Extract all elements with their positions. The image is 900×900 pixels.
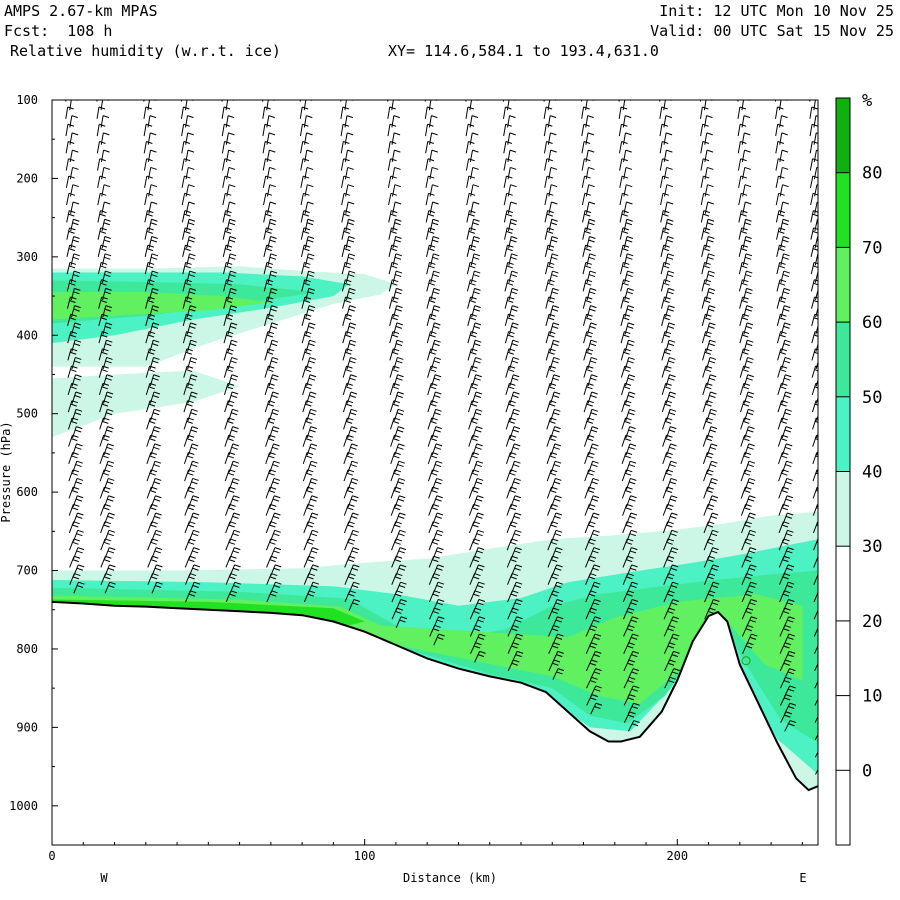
wind-barb-column-8 [387,100,408,628]
location-marker [741,656,751,666]
colorbar-label-10: 10 [862,687,882,707]
y-tick-label-500: 500 [16,407,38,421]
wind-barb-column-4 [221,100,241,603]
rh-region-1 [52,370,240,438]
colorbar: 0 10 20 30 40 50 60 70 80% [835,91,882,846]
y-tick-label-800: 800 [16,642,38,656]
wind-barbs [65,100,818,775]
y-tick-label-200: 200 [16,171,38,185]
colorbar-label-80: 80 [862,164,882,184]
colorbar-label-20: 20 [862,612,882,632]
y-tick-label-600: 600 [16,485,38,499]
wind-barb-column-3 [180,100,201,603]
y-axis-label: Pressure (hPa) [0,421,13,522]
colorbar-segment-4 [836,471,850,547]
init-time: Init: 12 UTC Mon 10 Nov 25 [659,2,894,20]
wind-barb-column-9 [424,100,445,646]
x-axis-label: Distance (km) [403,871,497,885]
colorbar-segment-9 [836,98,850,173]
axes: 100 200 300 400 500 600 700 800 900 1000 0 100 200 [9,93,803,863]
wind-barb-column-13 [581,100,603,715]
wind-barb-column-15 [659,100,681,706]
model-title: AMPS 2.67-km MPAS [4,2,158,20]
colorbar-segment-5 [836,396,850,472]
colorbar-label-70: 70 [862,238,882,258]
colorbar-label-40: 40 [862,463,882,483]
wind-barb-column-18 [774,100,797,732]
x-tick-label-100: 100 [354,849,376,863]
wind-barb-column-0 [65,100,85,594]
wind-barb-column-11 [502,100,524,672]
west-label: W [100,871,108,885]
y-tick-label-900: 900 [16,720,38,734]
colorbar-segment-1 [836,695,850,771]
wind-barb-column-2 [143,100,163,594]
terrain-surface-line [52,600,818,792]
y-tick-label-300: 300 [16,250,38,264]
colorbar-segment-3 [836,546,850,621]
colorbar-label-50: 50 [862,388,882,408]
colorbar-label-0: 0 [862,761,872,781]
wind-barb-column-7 [340,100,360,611]
wind-barb-column-14 [618,100,640,732]
x-tick-label-200: 200 [666,849,688,863]
wind-barb-column-6 [299,100,320,603]
x-tick-label-0: 0 [48,849,55,863]
wind-barb-column-1 [96,100,116,594]
rh-region-8 [52,594,803,704]
field-name: Relative humidity (w.r.t. ice) [10,42,281,60]
y-tick-label-100: 100 [16,93,38,107]
y-tick-label-700: 700 [16,564,38,578]
y-tick-label-1000: 1000 [9,799,38,813]
wind-barb-column-10 [465,100,486,663]
colorbar-label-60: 60 [862,313,882,333]
valid-time: Valid: 00 UTC Sat 15 Nov 25 [650,22,894,40]
wind-barb-column-12 [543,100,565,680]
forecast-hour: Fcst: 108 h [4,22,113,40]
colorbar-segment-6 [836,322,850,397]
wind-barb-column-5 [262,100,282,603]
y-tick-label-400: 400 [16,328,38,342]
colorbar-segment-0 [836,770,850,845]
colorbar-segment-2 [836,620,850,696]
plot-frame [51,99,819,846]
east-label: E [799,871,806,885]
rh-region-9 [52,599,365,626]
terrain-fill [52,601,818,845]
wind-barb-column-16 [699,100,720,620]
terrain [52,600,818,845]
colorbar-unit: % [862,91,872,111]
humidity-shading [52,266,818,791]
colorbar-label-30: 30 [862,537,882,557]
cross-section-coords: XY= 114.6,584.1 to 193.4,631.0 [388,42,659,60]
colorbar-segment-7 [836,247,850,323]
colorbar-segment-8 [836,172,850,248]
wind-barb-column-17 [737,100,758,654]
